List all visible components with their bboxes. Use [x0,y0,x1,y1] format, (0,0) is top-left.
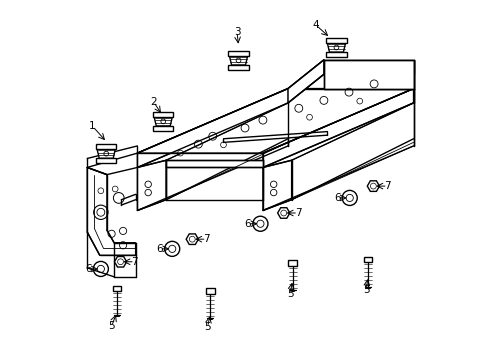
Bar [96,144,117,149]
Bar [153,126,173,131]
Polygon shape [278,208,290,218]
Text: 5: 5 [108,321,115,331]
Bar [288,260,297,266]
Text: 3: 3 [234,27,241,37]
Polygon shape [327,43,345,52]
Polygon shape [154,117,172,126]
Polygon shape [137,89,414,153]
Polygon shape [137,89,288,167]
Polygon shape [263,89,414,167]
Text: 4: 4 [313,20,319,30]
Polygon shape [263,160,292,211]
Text: 7: 7 [385,181,391,191]
Text: 6: 6 [85,264,92,274]
Bar [206,288,215,294]
Polygon shape [87,167,136,255]
Text: 5: 5 [363,285,369,296]
Polygon shape [166,160,263,167]
Bar [326,38,346,43]
Text: 5: 5 [287,289,294,299]
Bar [228,65,249,70]
Bar [96,158,117,163]
Polygon shape [324,60,414,89]
Polygon shape [186,234,198,244]
Polygon shape [368,181,379,192]
Bar [113,285,122,291]
Text: 6: 6 [156,244,163,254]
Text: 1: 1 [89,121,96,131]
Polygon shape [137,160,166,211]
Text: 6: 6 [245,219,251,229]
Text: 2: 2 [150,97,157,107]
Polygon shape [288,60,324,103]
Text: 5: 5 [204,322,211,332]
Bar [364,257,372,262]
Bar [326,52,346,57]
Bar [153,112,173,117]
Text: 7: 7 [132,257,138,267]
Polygon shape [97,149,115,158]
Bar [228,51,249,56]
Text: 7: 7 [295,208,301,218]
Polygon shape [229,56,247,65]
Text: 7: 7 [203,234,210,244]
Text: 6: 6 [334,193,341,203]
Polygon shape [115,256,126,267]
